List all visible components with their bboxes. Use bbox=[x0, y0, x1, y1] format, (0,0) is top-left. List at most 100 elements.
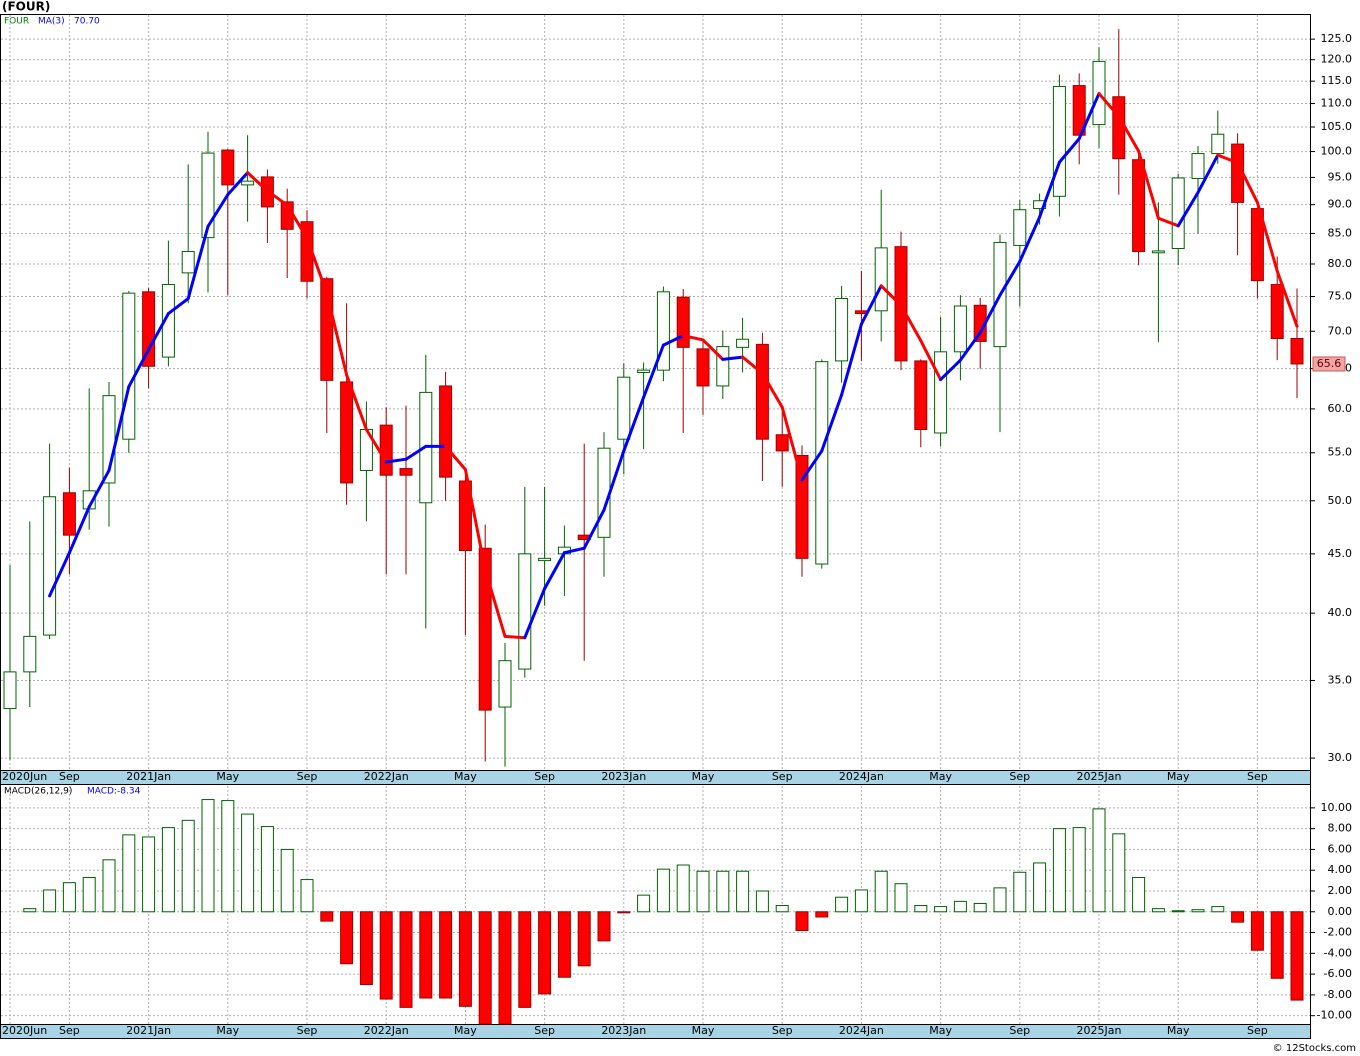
ma-line bbox=[67, 505, 91, 555]
ma-line bbox=[483, 568, 507, 638]
macd-bar bbox=[597, 911, 611, 942]
x-tick-label: 2021Jan bbox=[126, 1024, 171, 1037]
macd-bar bbox=[221, 800, 235, 913]
candle-body bbox=[676, 296, 690, 348]
footer: © 12Stocks.com bbox=[1273, 1043, 1356, 1054]
candle-body bbox=[340, 381, 354, 484]
x-tick-label: Sep bbox=[59, 1024, 80, 1037]
ma-line bbox=[681, 334, 705, 342]
ma-line bbox=[206, 193, 230, 228]
macd-bar bbox=[439, 911, 453, 999]
macd-bar bbox=[676, 864, 690, 913]
x-tick-label: 2022Jan bbox=[364, 770, 409, 783]
candle-body bbox=[122, 292, 136, 440]
x-tick-label: May bbox=[692, 1024, 715, 1037]
candle-body bbox=[874, 247, 888, 312]
macd-bar bbox=[696, 870, 710, 913]
ma-line bbox=[661, 334, 685, 347]
candle-body bbox=[538, 557, 552, 562]
x-tick-label: May bbox=[1167, 770, 1190, 783]
candle-body bbox=[221, 149, 235, 186]
candle-body bbox=[241, 180, 255, 186]
macd-bar bbox=[736, 870, 750, 913]
x-tick-label: May bbox=[929, 770, 952, 783]
x-tick-label: Sep bbox=[534, 770, 555, 783]
ma-line bbox=[166, 297, 190, 316]
macd-bar bbox=[557, 911, 571, 978]
y-tick-label: 30.0 bbox=[1328, 751, 1353, 764]
x-tick-label: May bbox=[1167, 1024, 1190, 1037]
y-tick-label: 120.0 bbox=[1321, 53, 1353, 66]
x-tick-label: 2021Jan bbox=[126, 770, 171, 783]
macd-bar bbox=[617, 911, 631, 914]
macd-bar bbox=[716, 870, 730, 913]
macd-bar bbox=[1231, 911, 1245, 923]
y-tick-label: 4.00 bbox=[1328, 863, 1353, 876]
y-tick-label: 8.00 bbox=[1328, 822, 1353, 835]
macd-bar bbox=[419, 911, 433, 999]
candle-body bbox=[755, 343, 769, 440]
chart-title: (FOUR) bbox=[2, 0, 50, 14]
ma-line bbox=[978, 293, 1002, 335]
y-tick-label: 45.0 bbox=[1328, 547, 1353, 560]
macd-bar bbox=[478, 911, 492, 1025]
macd-bar bbox=[458, 911, 472, 1007]
x-tick-label: May bbox=[216, 770, 239, 783]
macd-bar bbox=[637, 894, 651, 913]
y-tick-label: -10.00 bbox=[1317, 1009, 1352, 1022]
ma-line bbox=[265, 189, 289, 207]
y-tick-label: 70.0 bbox=[1328, 324, 1353, 337]
x-tick-label: Sep bbox=[534, 1024, 555, 1037]
y-tick-label: 85.0 bbox=[1328, 226, 1353, 239]
macd-bar bbox=[953, 900, 967, 913]
legend-macd-value: MACD:-8.34 bbox=[87, 787, 141, 797]
ma-line bbox=[127, 348, 151, 389]
candle-body bbox=[716, 346, 730, 387]
candle-body bbox=[795, 455, 809, 559]
macd-bar bbox=[518, 911, 532, 1008]
macd-bar bbox=[1171, 910, 1185, 913]
macd-bar bbox=[973, 902, 987, 913]
macd-bar bbox=[1052, 828, 1066, 913]
candle-body bbox=[617, 376, 631, 440]
macd-bar bbox=[62, 882, 76, 913]
ma-line bbox=[701, 338, 725, 361]
y-tick-label: 35.0 bbox=[1328, 673, 1353, 686]
candle-body bbox=[498, 660, 512, 708]
ma-line bbox=[503, 634, 527, 640]
ma-line bbox=[879, 284, 903, 307]
ma-line bbox=[780, 405, 804, 482]
x-tick-label: May bbox=[216, 1024, 239, 1037]
macd-bar bbox=[835, 896, 849, 913]
x-tick-label: Sep bbox=[297, 770, 318, 783]
ma-line bbox=[1275, 269, 1299, 328]
y-tick-label: 10.00 bbox=[1321, 801, 1353, 814]
candle-body bbox=[1132, 159, 1146, 253]
legend-macd: MACD(26,12,9) bbox=[4, 787, 72, 797]
ma-line bbox=[760, 371, 784, 409]
y-tick-label: 50.0 bbox=[1328, 494, 1353, 507]
ma-line bbox=[998, 259, 1022, 297]
x-tick-label: 2022Jan bbox=[364, 1024, 409, 1037]
macd-bar bbox=[1290, 911, 1304, 1001]
candle-body bbox=[458, 480, 472, 551]
macd-bar bbox=[320, 911, 334, 922]
candle-body bbox=[23, 635, 37, 673]
macd-bar bbox=[340, 911, 354, 965]
ma-line bbox=[305, 236, 329, 295]
ma-line bbox=[1196, 153, 1220, 194]
x-tick-label: Sep bbox=[1009, 770, 1030, 783]
macd-bar bbox=[161, 827, 175, 913]
ma-line bbox=[345, 373, 368, 431]
candle-body bbox=[1191, 153, 1205, 179]
ma-line bbox=[523, 587, 547, 640]
candle-body bbox=[181, 251, 195, 274]
macd-bar bbox=[102, 859, 116, 913]
x-tick-label: Sep bbox=[1247, 1024, 1268, 1037]
candle-body bbox=[696, 348, 710, 387]
x-tick-label: May bbox=[454, 770, 477, 783]
macd-bar bbox=[894, 883, 908, 913]
y-tick-label: 115.0 bbox=[1321, 74, 1353, 87]
last-price-box bbox=[1312, 356, 1346, 372]
ma-line bbox=[1216, 153, 1240, 165]
